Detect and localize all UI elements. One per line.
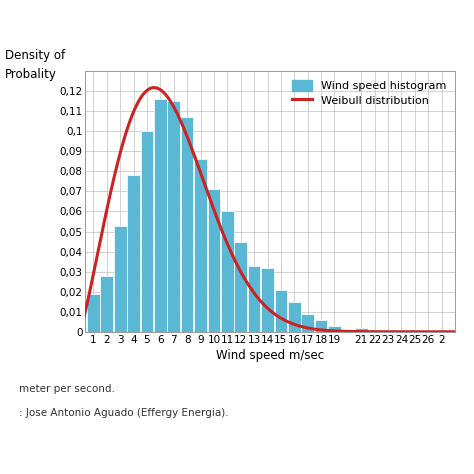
Bar xyxy=(355,328,368,332)
Bar xyxy=(274,290,287,332)
Text: : Jose Antonio Aguado (Effergy Energia).: : Jose Antonio Aguado (Effergy Energia). xyxy=(19,408,228,418)
Bar xyxy=(315,320,328,332)
Bar xyxy=(100,276,113,332)
Bar xyxy=(382,330,394,332)
Bar xyxy=(208,190,220,332)
Bar xyxy=(328,326,341,332)
Legend: Wind speed histogram, Weibull distribution: Wind speed histogram, Weibull distributi… xyxy=(289,77,449,109)
Bar xyxy=(154,99,167,332)
Bar xyxy=(194,159,207,332)
Bar xyxy=(288,302,301,332)
Text: meter per second.: meter per second. xyxy=(19,384,115,394)
Bar xyxy=(409,331,421,332)
Bar xyxy=(167,101,180,332)
Bar xyxy=(114,226,127,332)
X-axis label: Wind speed m/sec: Wind speed m/sec xyxy=(216,349,324,362)
Bar xyxy=(141,131,153,332)
Bar xyxy=(234,242,247,332)
Bar xyxy=(248,265,261,332)
Bar xyxy=(87,294,100,332)
Bar xyxy=(261,268,274,332)
Bar xyxy=(127,175,140,332)
Bar xyxy=(368,330,381,332)
Bar xyxy=(181,117,193,332)
Bar xyxy=(301,314,314,332)
Text: Density of: Density of xyxy=(5,49,65,62)
Bar xyxy=(221,211,234,332)
Text: Probality: Probality xyxy=(5,68,56,81)
Bar xyxy=(395,331,408,332)
